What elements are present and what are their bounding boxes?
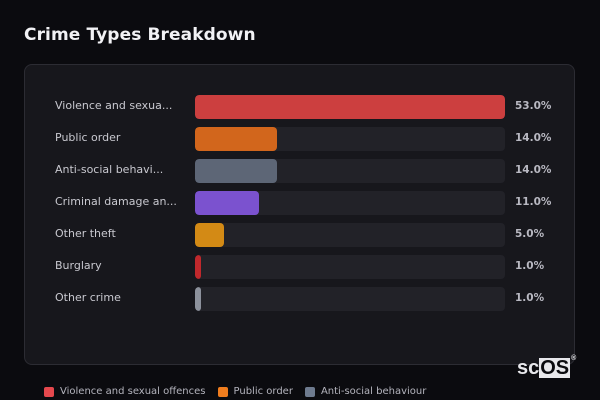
bar-track — [195, 223, 505, 247]
bar-track — [195, 95, 505, 119]
bar-track — [195, 127, 505, 151]
registered-mark-icon: ® — [571, 355, 577, 362]
legend-swatch-icon — [44, 386, 54, 397]
legend-label: Anti-social behaviour — [320, 386, 427, 397]
bar-label: Other crime — [55, 291, 121, 304]
bar-row: Anti-social behavi... 14.0% — [25, 159, 574, 183]
bar-row: Burglary 1.0% — [25, 255, 574, 279]
scos-logo: sc OS ® — [517, 355, 577, 379]
chart-card: Violence and sexua... 53.0% Public order 14… — [24, 64, 575, 365]
bar-label: Violence and sexua... — [55, 99, 173, 112]
bar-value: 14.0% — [515, 164, 552, 176]
legend-item[interactable]: Public order — [217, 386, 293, 397]
legend-swatch-icon — [304, 386, 315, 397]
logo-prefix: sc — [517, 357, 540, 379]
bar-label: Criminal damage an... — [55, 195, 177, 208]
bar-value: 5.0% — [515, 228, 545, 240]
legend-label: Public order — [233, 386, 293, 397]
bar-track — [195, 255, 505, 279]
logo-highlight: OS — [539, 357, 571, 379]
bar-value: 11.0% — [515, 196, 552, 208]
bar-value: 14.0% — [515, 132, 552, 144]
bar-track — [195, 191, 505, 215]
bar-label: Burglary — [55, 259, 102, 272]
chart-legend: Violence and sexual offences Public order… — [44, 386, 438, 397]
bar-fill[interactable] — [195, 127, 277, 151]
legend-item[interactable]: Anti-social behaviour — [304, 386, 427, 397]
bar-track — [195, 159, 505, 183]
bar-row: Violence and sexua... 53.0% — [25, 95, 574, 119]
bar-fill[interactable] — [195, 223, 224, 247]
bar-label: Other theft — [55, 227, 116, 240]
legend-swatch-icon — [217, 386, 228, 397]
bar-row: Other theft 5.0% — [25, 223, 574, 247]
bar-label: Public order — [55, 131, 121, 144]
bar-fill[interactable] — [195, 287, 201, 311]
bar-row: Criminal damage an... 11.0% — [25, 191, 574, 215]
bar-value: 53.0% — [515, 100, 552, 112]
bar-fill[interactable] — [195, 255, 201, 279]
bar-label: Anti-social behavi... — [55, 163, 164, 176]
chart-title: Crime Types Breakdown — [24, 25, 256, 45]
bar-fill[interactable] — [195, 159, 277, 183]
bar-fill[interactable] — [195, 191, 259, 215]
bar-row: Public order 14.0% — [25, 127, 574, 151]
bar-fill[interactable] — [195, 95, 505, 119]
bar-row: Other crime 1.0% — [25, 287, 574, 311]
legend-item[interactable]: Violence and sexual offences — [44, 386, 206, 397]
bar-value: 1.0% — [515, 292, 545, 304]
legend-label: Violence and sexual offences — [60, 386, 206, 397]
bar-value: 1.0% — [515, 260, 545, 272]
bar-track — [195, 287, 505, 311]
